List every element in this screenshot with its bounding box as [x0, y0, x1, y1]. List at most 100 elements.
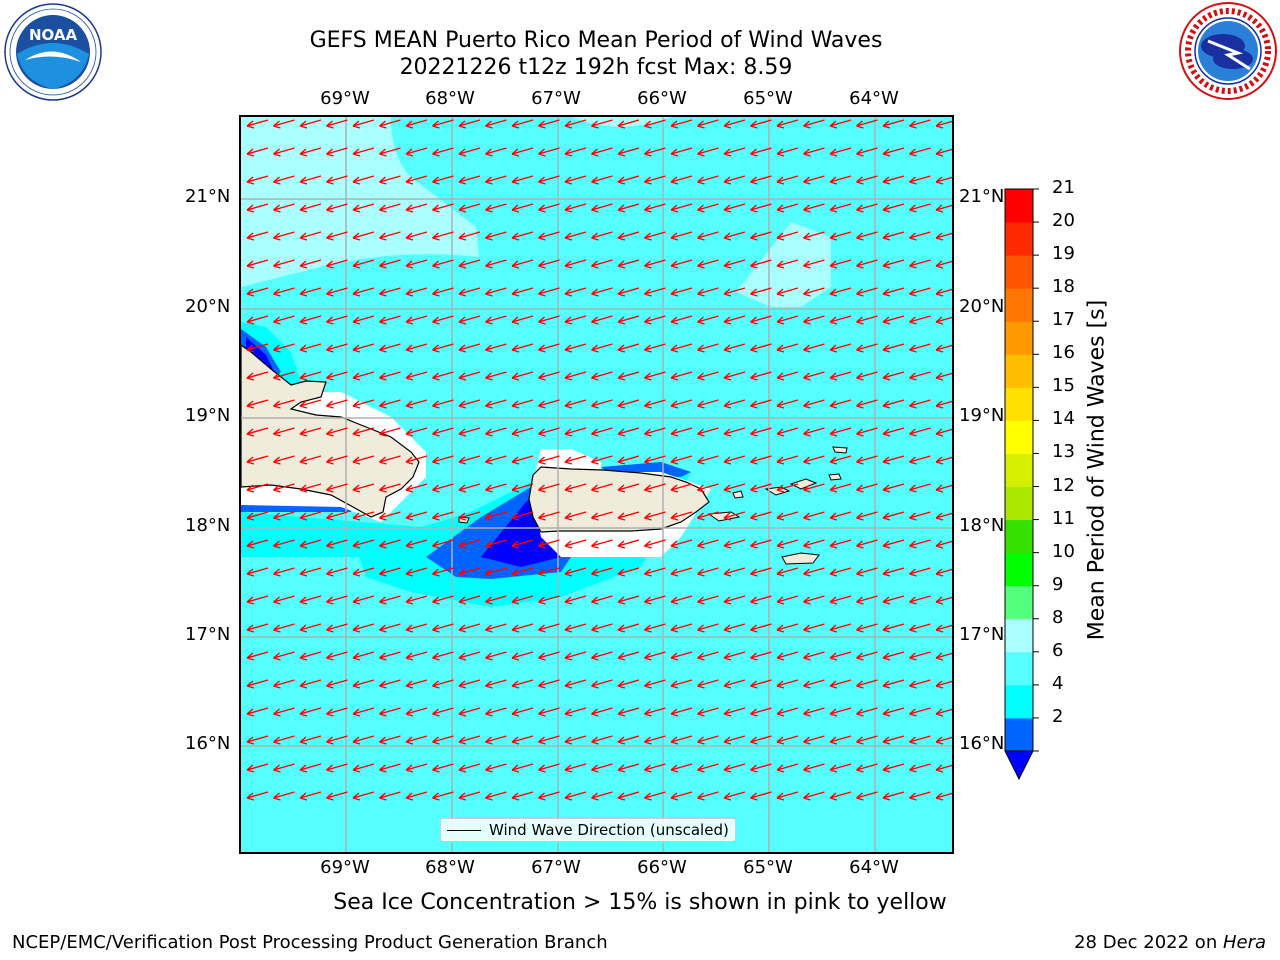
wind-wave-arrow	[617, 175, 640, 185]
colorbar-tick-label: 4	[1052, 672, 1064, 694]
wind-wave-arrow	[591, 259, 613, 269]
wind-wave-arrow	[882, 455, 905, 465]
wind-wave-arrow	[644, 371, 666, 381]
wind-wave-arrow	[776, 147, 799, 157]
wind-wave-arrow	[935, 484, 952, 493]
wind-wave-arrow	[299, 147, 322, 157]
wind-wave-arrow	[299, 175, 322, 185]
wind-wave-arrow	[246, 483, 269, 493]
wind-wave-arrow	[723, 483, 746, 493]
wind-wave-arrow	[697, 735, 719, 745]
wind-wave-arrow	[829, 119, 852, 129]
wind-wave-arrow	[564, 511, 587, 521]
wind-wave-arrow	[723, 399, 746, 409]
wind-wave-arrow	[246, 455, 269, 465]
colorbar-tick-label: 2	[1052, 705, 1064, 727]
wind-wave-arrow	[591, 371, 613, 381]
wind-wave-arrow	[617, 595, 640, 605]
wind-wave-arrow	[564, 735, 587, 745]
wind-wave-arrow	[591, 735, 613, 745]
wind-wave-arrow	[723, 511, 746, 521]
wind-wave-arrow	[564, 343, 587, 353]
wind-wave-arrow	[882, 623, 905, 633]
wind-wave-arrow	[299, 791, 322, 801]
wind-wave-arrow	[829, 763, 852, 773]
wind-wave-arrow	[644, 231, 666, 241]
wind-wave-arrow	[405, 315, 428, 325]
lat-label-left: 21°N	[185, 186, 231, 207]
land-st-thomas	[764, 486, 791, 496]
wind-wave-arrow	[511, 455, 534, 465]
wind-wave-arrow	[246, 735, 269, 745]
wind-wave-arrow	[856, 287, 878, 297]
wind-wave-arrow	[405, 735, 428, 745]
wind-wave-arrow	[511, 119, 534, 129]
wind-wave-arrow	[776, 483, 799, 493]
wind-wave-arrow	[697, 287, 719, 297]
wind-wave-arrow	[723, 455, 746, 465]
wind-wave-arrow	[246, 427, 269, 437]
wind-wave-arrow	[273, 735, 295, 745]
wind-wave-arrow	[591, 595, 613, 605]
wind-wave-arrow	[750, 791, 772, 801]
wind-wave-arrow	[485, 203, 507, 213]
wind-wave-arrow	[299, 679, 322, 689]
wind-wave-arrow	[670, 707, 693, 717]
wind-wave-arrow	[776, 119, 799, 129]
wind-wave-arrow	[935, 680, 952, 689]
wind-wave-arrow	[723, 567, 746, 577]
wind-wave-arrow	[458, 343, 481, 353]
wind-wave-arrow	[750, 371, 772, 381]
wind-wave-arrow	[405, 399, 428, 409]
wind-wave-arrow	[856, 427, 878, 437]
wind-wave-arrow	[723, 651, 746, 661]
wind-wave-arrow	[485, 623, 507, 633]
wind-wave-arrow	[935, 260, 952, 269]
wind-wave-arrow	[591, 231, 613, 241]
wind-wave-arrow	[935, 176, 952, 185]
wind-wave-arrow	[750, 287, 772, 297]
wind-wave-arrow	[485, 679, 507, 689]
colorbar-tick-label: 9	[1052, 573, 1064, 595]
wind-wave-arrow	[697, 343, 719, 353]
wind-wave-arrow	[909, 679, 931, 689]
wind-wave-arrow	[352, 763, 375, 773]
wind-wave-arrow	[273, 371, 295, 381]
wind-wave-arrow	[405, 679, 428, 689]
wind-wave-arrow	[617, 679, 640, 689]
wind-wave-arrow	[935, 456, 952, 465]
wind-wave-arrow	[432, 259, 454, 269]
wind-wave-arrow	[485, 511, 507, 521]
wind-wave-arrow	[697, 791, 719, 801]
wind-wave-arrow	[697, 483, 719, 493]
wind-wave-arrow	[697, 371, 719, 381]
wind-wave-arrow	[803, 679, 825, 689]
wind-wave-arrow	[670, 371, 693, 381]
wind-wave-arrow	[379, 147, 401, 157]
wind-wave-arrow	[909, 203, 931, 213]
wind-wave-arrow	[935, 540, 952, 549]
wind-wave-arrow	[697, 707, 719, 717]
wind-wave-arrow	[326, 203, 348, 213]
wind-wave-arrow	[591, 539, 613, 549]
wind-wave-arrow	[352, 511, 375, 521]
wind-wave-arrow	[485, 539, 507, 549]
wind-wave-arrow	[485, 371, 507, 381]
wind-wave-arrow	[246, 539, 269, 549]
wind-wave-arrow	[326, 455, 348, 465]
wind-wave-arrow	[326, 707, 348, 717]
wind-wave-arrow	[326, 651, 348, 661]
wind-wave-arrow	[856, 483, 878, 493]
wind-wave-arrow	[326, 735, 348, 745]
wind-wave-arrow	[670, 735, 693, 745]
colorbar-tick-label: 15	[1052, 375, 1075, 397]
machine-name: Hera	[1222, 932, 1266, 953]
wind-wave-arrow	[352, 623, 375, 633]
wind-wave-arrow	[379, 763, 401, 773]
wind-wave-arrow	[458, 595, 481, 605]
wind-wave-arrow	[829, 511, 852, 521]
wind-wave-arrow	[379, 595, 401, 605]
wind-wave-arrow	[670, 427, 693, 437]
wind-wave-arrow	[882, 763, 905, 773]
wind-wave-arrow	[379, 455, 401, 465]
